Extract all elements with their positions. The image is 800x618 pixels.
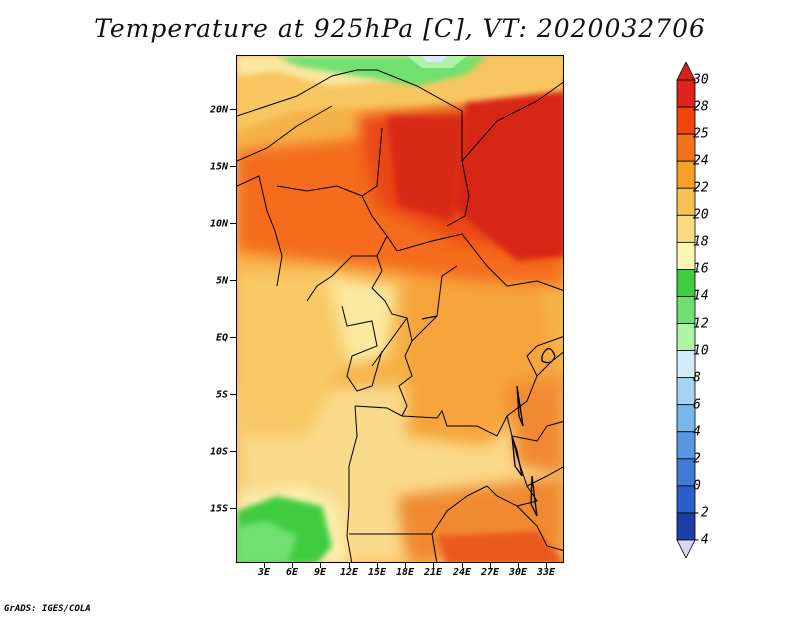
lat-label: 10N bbox=[209, 218, 228, 230]
colorbar-label: 20 bbox=[693, 207, 709, 223]
lon-tick bbox=[377, 563, 378, 568]
lon-tick bbox=[490, 563, 491, 568]
lon-tick bbox=[433, 563, 434, 568]
colorbar-label: 24 bbox=[693, 153, 709, 169]
lon-label: 18E bbox=[395, 567, 415, 578]
colorbar-label: -4 bbox=[693, 532, 709, 548]
lon-tick bbox=[320, 563, 321, 568]
temperature-map bbox=[236, 55, 564, 563]
colorbar-label: 6 bbox=[693, 397, 701, 413]
lat-label: 5S bbox=[215, 389, 228, 401]
lon-label: 24E bbox=[452, 567, 472, 578]
chart-title: Temperature at 925hPa [C], VT: 202003270… bbox=[94, 14, 706, 43]
colorbar-label: 2 bbox=[693, 451, 701, 467]
lat-label: 5N bbox=[215, 275, 228, 287]
lon-tick bbox=[405, 563, 406, 568]
lon-label: 3E bbox=[257, 567, 271, 578]
lon-label: 12E bbox=[339, 567, 359, 578]
colorbar-label: 16 bbox=[693, 261, 709, 277]
lon-label: 27E bbox=[480, 567, 500, 578]
lat-label: 10S bbox=[209, 446, 228, 458]
lakes bbox=[421, 315, 556, 517]
lon-label: 9E bbox=[313, 567, 327, 578]
lon-tick bbox=[349, 563, 350, 568]
lon-label: 30E bbox=[508, 567, 528, 578]
lon-tick bbox=[546, 563, 547, 568]
colorbar-label: 14 bbox=[693, 288, 709, 304]
lon-tick bbox=[462, 563, 463, 568]
colorbar-label: 25 bbox=[693, 126, 709, 142]
map-canvas bbox=[237, 56, 563, 562]
colorbar-label: 18 bbox=[693, 234, 709, 250]
colorbar-label: 28 bbox=[693, 99, 709, 115]
lon-label: 15E bbox=[367, 567, 387, 578]
colorbar-segments bbox=[676, 62, 696, 558]
colorbar-label: -2 bbox=[693, 505, 709, 521]
lat-tick bbox=[230, 280, 236, 281]
footer-credit: GrADS: IGES/COLA bbox=[4, 604, 91, 614]
colorbar-label: 12 bbox=[693, 316, 709, 332]
lat-tick bbox=[230, 166, 236, 167]
lon-label: 33E bbox=[536, 567, 556, 578]
colorbar bbox=[676, 62, 696, 558]
lat-tick bbox=[230, 337, 236, 338]
lat-label: 15N bbox=[209, 161, 228, 173]
colorbar-label: 4 bbox=[693, 424, 701, 440]
lon-tick bbox=[518, 563, 519, 568]
country-borders bbox=[237, 69, 563, 562]
colorbar-label: 22 bbox=[693, 180, 709, 196]
lat-label: 20N bbox=[209, 104, 228, 116]
temperature-field bbox=[237, 56, 563, 562]
colorbar-label: 0 bbox=[693, 478, 701, 494]
lon-label: 21E bbox=[423, 567, 443, 578]
lat-tick bbox=[230, 394, 236, 395]
lat-tick bbox=[230, 508, 236, 509]
lon-label: 6E bbox=[285, 567, 299, 578]
lat-label: 15S bbox=[209, 503, 228, 515]
lat-tick bbox=[230, 451, 236, 452]
lat-label: EQ bbox=[215, 332, 228, 344]
colorbar-bottom-triangle bbox=[676, 539, 696, 558]
colorbar-label: 30 bbox=[693, 72, 709, 88]
lon-tick bbox=[292, 563, 293, 568]
lat-tick bbox=[230, 223, 236, 224]
lat-tick bbox=[230, 109, 236, 110]
lon-tick bbox=[264, 563, 265, 568]
colorbar-label: 8 bbox=[693, 370, 701, 386]
colorbar-label: 10 bbox=[693, 343, 709, 359]
